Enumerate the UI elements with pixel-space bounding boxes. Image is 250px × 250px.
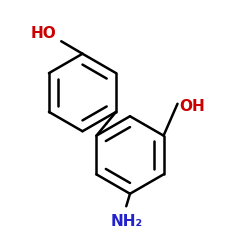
Text: OH: OH [180,99,206,114]
Text: NH₂: NH₂ [110,214,142,229]
Text: HO: HO [31,26,56,41]
